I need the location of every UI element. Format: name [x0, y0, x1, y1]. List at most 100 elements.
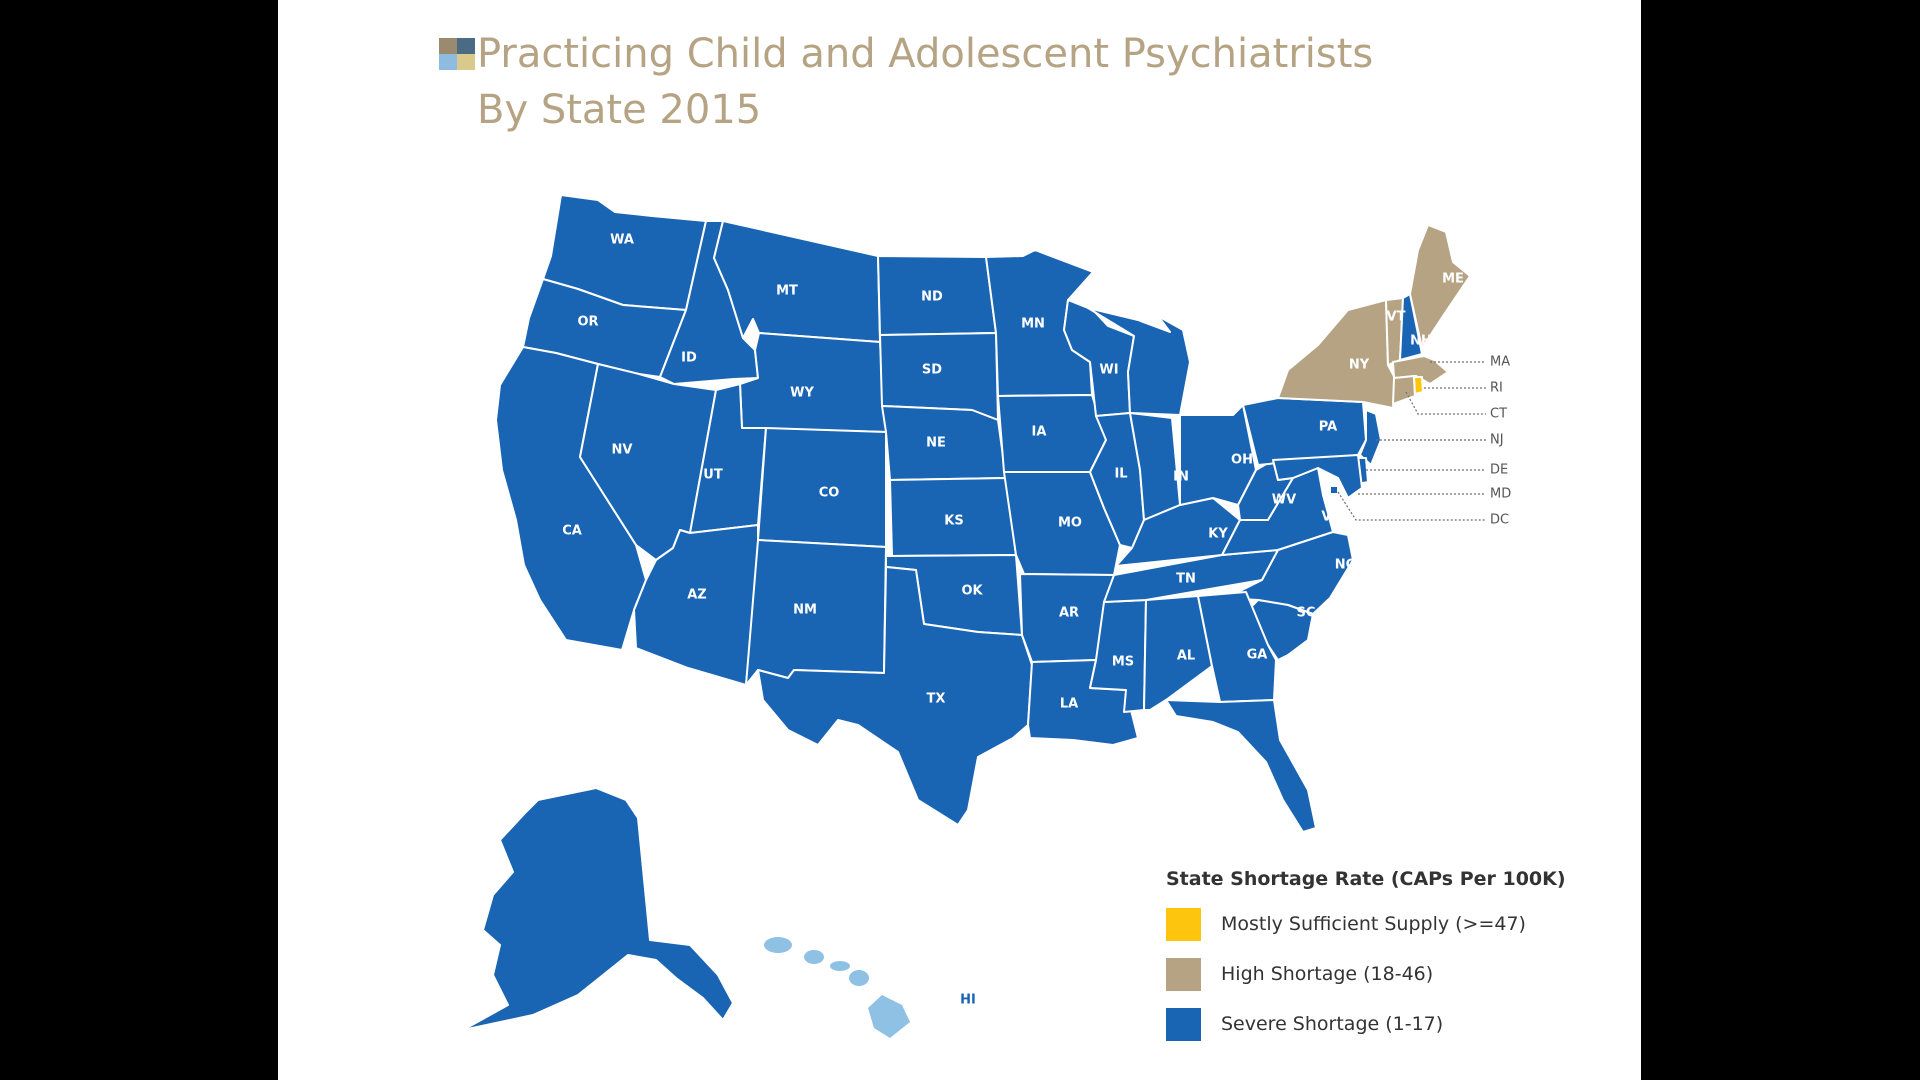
external-label-DE: DE — [1490, 463, 1508, 478]
legend-title: State Shortage Rate (CAPs Per 100K) — [1166, 868, 1566, 890]
state-label-OR: OR — [577, 315, 598, 330]
state-MT — [713, 220, 881, 343]
map-title-line-1: Practicing Child and Adolescent Psychiat… — [477, 31, 1374, 77]
state-DC — [1329, 485, 1339, 495]
legend-label-severe: Severe Shortage (1-17) — [1221, 1013, 1444, 1035]
hawaii-island-kauai — [764, 937, 792, 953]
hawaii-island-maui — [849, 970, 869, 986]
state-RI — [1413, 376, 1424, 395]
state-label-NV: NV — [612, 443, 633, 458]
state-label-SD: SD — [922, 363, 942, 378]
state-label-AL: AL — [1177, 649, 1195, 664]
state-CT — [1392, 375, 1416, 405]
state-label-IN: IN — [1173, 470, 1189, 485]
state-label-WY: WY — [790, 386, 814, 401]
state-label-KY: KY — [1208, 527, 1228, 542]
logo-icon — [439, 38, 475, 70]
external-label-NJ: NJ — [1490, 433, 1504, 448]
legend-item-sufficient: Mostly Sufficient Supply (>=47) — [1166, 906, 1586, 942]
state-label-NY: NY — [1349, 358, 1370, 373]
state-label-VT: VT — [1387, 310, 1406, 325]
state-label-OK: OK — [961, 584, 983, 599]
hawaii-island-oahu — [804, 950, 824, 964]
hawaii-islands — [764, 937, 910, 1038]
state-labels: WA OR CA ID NV MT WY UT CO AZ NM ND SD N… — [562, 233, 1464, 1008]
state-label-MO: MO — [1058, 516, 1082, 531]
state-ME — [1409, 224, 1471, 349]
logo-square-br — [457, 54, 475, 70]
legend-swatch-sufficient — [1166, 907, 1201, 941]
external-state-labels: MA RI CT NJ DE MD DC — [1490, 355, 1511, 528]
state-label-WI: WI — [1099, 363, 1118, 378]
state-label-MS: MS — [1112, 655, 1134, 670]
logo-square-bl — [439, 54, 457, 70]
state-label-ID: ID — [681, 351, 697, 366]
state-label-PA: PA — [1319, 420, 1337, 435]
state-label-GA: GA — [1247, 648, 1268, 663]
state-NY — [1277, 299, 1397, 409]
state-label-CO: CO — [819, 486, 840, 501]
state-label-FL: FL — [1287, 745, 1304, 760]
hawaii-island-molokai — [830, 961, 850, 971]
state-label-AZ: AZ — [687, 588, 707, 603]
state-label-LA: LA — [1060, 697, 1078, 712]
state-label-NC: NC — [1335, 558, 1355, 573]
state-label-SC: SC — [1297, 606, 1316, 621]
slide: Practicing Child and Adolescent Psychiat… — [278, 0, 1641, 1080]
legend-swatch-high — [1166, 957, 1201, 991]
logo-square-tr — [457, 38, 475, 54]
leader-lines — [1337, 361, 1486, 521]
legend-label-high: High Shortage (18-46) — [1221, 963, 1434, 985]
state-label-OH: OH — [1231, 453, 1253, 468]
state-FL — [1165, 699, 1317, 833]
state-TX — [757, 566, 1033, 826]
state-label-WA: WA — [610, 233, 634, 248]
map-title: Practicing Child and Adolescent Psychiat… — [477, 26, 1373, 138]
state-label-UT: UT — [703, 468, 723, 483]
state-label-WV: WV — [1272, 493, 1296, 508]
legend-label-sufficient: Mostly Sufficient Supply (>=47) — [1221, 913, 1526, 935]
state-label-MT: MT — [776, 284, 798, 299]
legend: State Shortage Rate (CAPs Per 100K) Most… — [1166, 868, 1586, 1056]
state-label-ND: ND — [921, 290, 943, 305]
state-NJ — [1359, 409, 1382, 466]
state-label-ME: ME — [1442, 272, 1464, 287]
leader-DC — [1337, 491, 1486, 521]
state-NH — [1399, 293, 1423, 361]
external-label-DC: DC — [1490, 513, 1509, 528]
legend-item-severe: Severe Shortage (1-17) — [1166, 1006, 1586, 1042]
state-MD — [1272, 454, 1363, 499]
state-label-CA: CA — [562, 524, 582, 539]
state-label-MN: MN — [1021, 317, 1045, 332]
state-AK — [462, 787, 734, 1031]
us-map: WA OR CA ID NV MT WY UT CO AZ NM ND SD N… — [462, 194, 1511, 1038]
leader-CT — [1405, 391, 1486, 415]
legend-item-high: High Shortage (18-46) — [1166, 956, 1586, 992]
state-label-TN: TN — [1176, 572, 1196, 587]
external-label-MA: MA — [1490, 355, 1510, 370]
state-label-HI: HI — [960, 993, 976, 1008]
external-label-CT: CT — [1490, 407, 1507, 422]
states-layer — [462, 194, 1471, 1031]
state-label-MI: MI — [1187, 391, 1205, 406]
state-GA — [1197, 591, 1277, 703]
state-label-AK: AK — [652, 877, 673, 892]
state-label-IL: IL — [1114, 467, 1127, 482]
external-label-MD: MD — [1490, 487, 1511, 502]
state-label-TX: TX — [927, 692, 946, 707]
legend-swatch-severe — [1166, 1007, 1201, 1041]
state-label-NH: NH — [1410, 334, 1432, 349]
map-title-line-2: By State 2015 — [477, 87, 762, 133]
state-label-VA: VA — [1321, 510, 1340, 525]
state-label-AR: AR — [1059, 606, 1079, 621]
hawaii-island-big-island — [868, 995, 910, 1038]
state-IA — [997, 394, 1107, 473]
external-label-RI: RI — [1490, 381, 1503, 396]
state-WY — [739, 332, 887, 433]
state-label-IA: IA — [1032, 425, 1047, 440]
logo-square-tl — [439, 38, 457, 54]
state-label-NE: NE — [926, 436, 946, 451]
state-label-NM: NM — [793, 603, 817, 618]
state-MI — [1087, 307, 1191, 416]
state-label-KS: KS — [944, 514, 963, 529]
